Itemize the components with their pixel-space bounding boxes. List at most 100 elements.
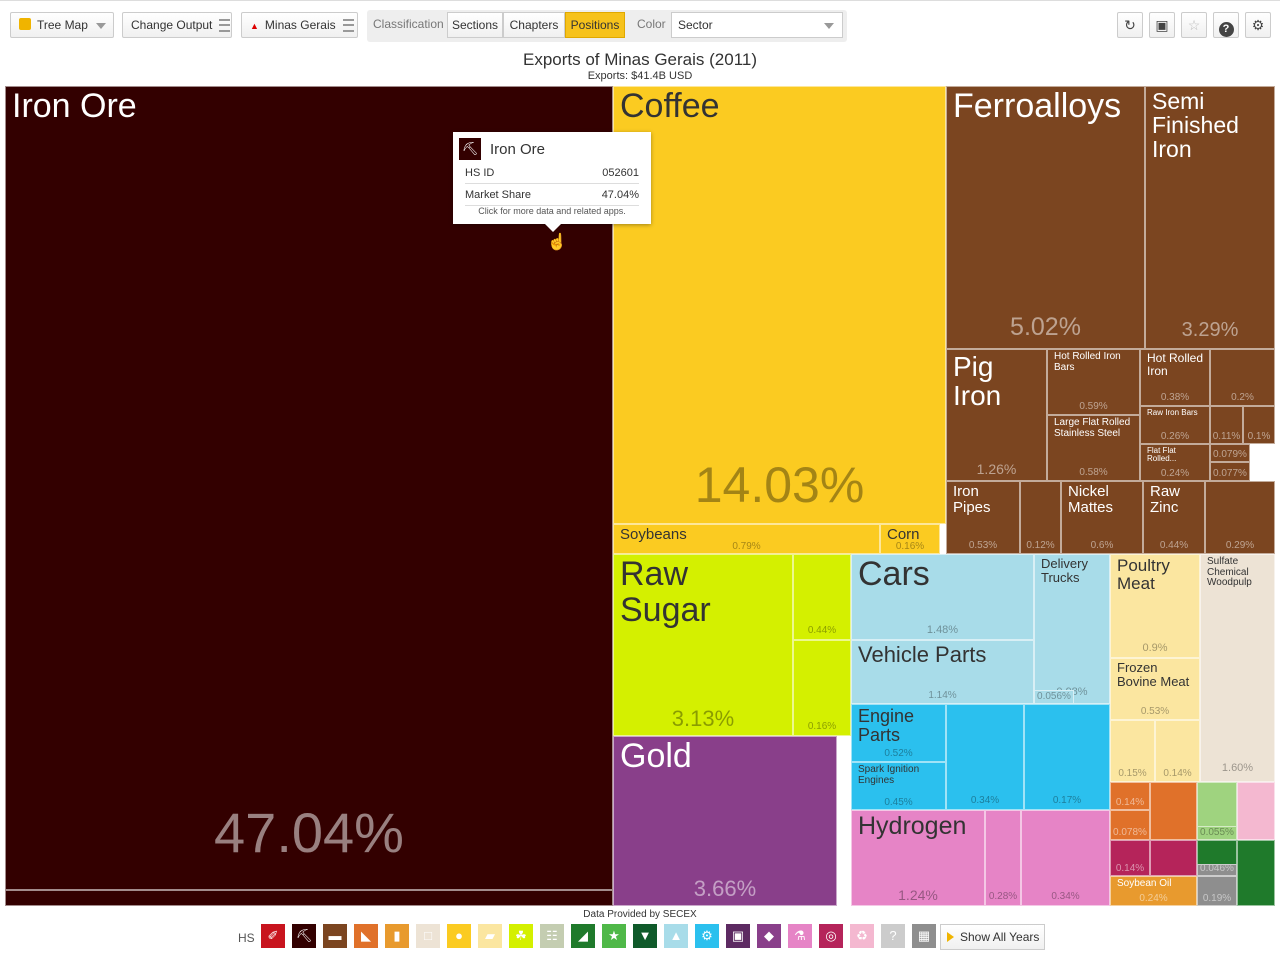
treemap-cell-gold[interactable]: Gold 3.66%	[613, 736, 837, 906]
treemap-cell-meat-small-1[interactable]: 0.15%	[1110, 720, 1155, 782]
color-select[interactable]: Sector	[671, 12, 843, 38]
treemap-cell-share: 0.44%	[1159, 540, 1189, 551]
change-output-button[interactable]: Change Output	[122, 12, 232, 38]
treemap-cell-orange-small-2[interactable]: 0.078%	[1110, 810, 1150, 840]
treemap-cell-small[interactable]	[1237, 840, 1275, 906]
treemap-cell-small[interactable]	[5, 890, 613, 906]
treemap-cell-small[interactable]	[1150, 782, 1197, 840]
treemap-cell-green-small-2[interactable]: 0.055%	[1197, 826, 1237, 840]
sector-stone-button[interactable]: ☷	[540, 924, 564, 948]
treemap-cell-brown-small-3[interactable]: 0.1%	[1243, 406, 1275, 444]
sector-machine-button[interactable]: ⚙	[695, 924, 719, 948]
treemap-cell-brown-small-2[interactable]: 0.11%	[1210, 406, 1243, 444]
treemap-cell-delivery-trucks[interactable]: Delivery Trucks0.98%	[1034, 554, 1110, 704]
treemap-cell-raw-iron-bars[interactable]: Raw Iron Bars 0.26%	[1140, 406, 1210, 444]
treemap-cell-gray-small-1[interactable]: 0.046%	[1197, 864, 1237, 876]
treemap-cell-chem-small-1[interactable]: 0.28%	[985, 810, 1021, 906]
treemap-cell-soybean-oil[interactable]: Soybean Oil 0.24%	[1110, 876, 1197, 906]
sector-bottle-button[interactable]: ▮	[385, 924, 409, 948]
treemap-cell-cars[interactable]: Cars 1.48%	[851, 554, 1034, 640]
treemap-cell-pig-iron[interactable]: Pig Iron 1.26%	[946, 349, 1047, 481]
sector-plant-button[interactable]: ☘	[509, 924, 533, 948]
sector-footwear-button[interactable]: ◢	[571, 924, 595, 948]
treemap-cell-vehicle-parts[interactable]: Vehicle Parts 1.14%	[851, 640, 1034, 704]
sector-flask-button[interactable]: ⚗	[788, 924, 812, 948]
save-button[interactable]: ▣	[1149, 12, 1175, 38]
sector-textile-button[interactable]: ▼	[633, 924, 657, 948]
show-all-years-button[interactable]: Show All Years	[940, 924, 1045, 950]
location-button[interactable]: ▲ Minas Gerais	[241, 12, 358, 38]
sector-frame-button[interactable]: ▣	[726, 924, 750, 948]
sector-cattle-button[interactable]: ◣	[354, 924, 378, 948]
sector-star-button[interactable]: ★	[602, 924, 626, 948]
tab-chapters[interactable]: Chapters	[503, 12, 565, 38]
sector-hide-button[interactable]: ✐	[261, 924, 285, 948]
classification-label: Classification	[373, 17, 444, 31]
treemap-cell-corn[interactable]: Corn 0.16%	[880, 524, 940, 554]
treemap-cell-nickel-mattes[interactable]: Nickel Mattes 0.6%	[1061, 481, 1143, 554]
sector-unknown-button[interactable]: ?	[881, 924, 905, 948]
treemap-cell-small[interactable]	[1237, 782, 1275, 840]
treemap-cell-flat-flat-rolled[interactable]: Flat Flat Rolled... 0.24%	[1140, 444, 1210, 481]
sector-recycle-button[interactable]: ♻	[850, 924, 874, 948]
treemap-cell-brown-small-4[interactable]: 0.079%	[1210, 444, 1250, 462]
treemap-cell-sulfate-chemical-woodpulp[interactable]: Sulfate Chemical Woodpulp 1.60%	[1200, 554, 1275, 782]
treemap-cell-soybeans[interactable]: Soybeans 0.79%	[613, 524, 880, 554]
flag-icon: ▲	[250, 21, 259, 31]
sector-anvil-button[interactable]: ▬	[323, 924, 347, 948]
treemap-cell-sugar-small-1[interactable]: 0.44%	[793, 554, 851, 640]
treemap-cell-gray-small-2[interactable]: 0.19%	[1197, 876, 1237, 906]
treemap-cell-semi-finished-iron[interactable]: Semi Finished Iron 3.29%	[1145, 86, 1275, 349]
treemap-cell-machinery-small-1[interactable]: 0.34%	[946, 704, 1024, 810]
treemap-cell-meat-small-2[interactable]: 0.14%	[1155, 720, 1200, 782]
treemap-cell-orange-small-1[interactable]: 0.14%	[1110, 782, 1150, 810]
treemap-cell-hydrogen[interactable]: Hydrogen 1.24%	[851, 810, 985, 906]
sector-paper-button[interactable]: □	[416, 924, 440, 948]
treemap-cell-engine-parts[interactable]: Engine Parts 0.52%	[851, 704, 946, 762]
treemap-cell-label: Iron Ore	[12, 87, 137, 125]
tab-positions[interactable]: Positions	[565, 12, 625, 38]
treemap-cell-share: 0.28%	[988, 891, 1018, 902]
sector-box-button[interactable]: ▦	[912, 924, 936, 948]
treemap-cell-ferroalloys[interactable]: Ferroalloys 5.02%	[946, 86, 1145, 349]
refresh-button[interactable]: ↻	[1117, 12, 1143, 38]
treemap-cell-small[interactable]	[1150, 840, 1197, 876]
treemap-cell-magenta-small-1[interactable]: 0.14%	[1110, 840, 1150, 876]
instrument-icon: ◎	[825, 928, 837, 943]
sector-animal-button[interactable]: ▰	[478, 924, 502, 948]
mining-icon: ⛏	[459, 138, 481, 160]
treemap-cell-hot-rolled-iron-bars[interactable]: Hot Rolled Iron Bars 0.59%	[1047, 349, 1140, 415]
treemap-cell-chem-small-2[interactable]: 0.34%	[1021, 810, 1110, 906]
treemap-cell-vehicle-small-1[interactable]: 0.056%	[1034, 690, 1074, 704]
treemap-cell-hot-rolled-iron[interactable]: Hot Rolled Iron 0.38%	[1140, 349, 1210, 406]
treemap-cell-frozen-bovine-meat[interactable]: Frozen Bovine Meat 0.53%	[1110, 658, 1200, 720]
viz-type-dropdown[interactable]: Tree Map	[10, 12, 114, 38]
tooltip-row-value: 052601	[602, 167, 639, 179]
treemap-cell-raw-sugar[interactable]: Raw Sugar 3.13%	[613, 554, 793, 736]
sector-mining-button[interactable]: ⛏	[292, 924, 316, 948]
treemap-cell-share: 1.60%	[1221, 762, 1254, 774]
treemap-cell-brown-small-1[interactable]: 0.2%	[1210, 349, 1275, 406]
treemap-cell-sugar-small-2[interactable]: 0.16%	[793, 640, 851, 736]
treemap-cell-brown-small-5[interactable]: 0.077%	[1210, 462, 1250, 481]
treemap-cell-large-flat-rolled-stainless-steel[interactable]: Large Flat Rolled Stainless Steel 0.58%	[1047, 415, 1140, 481]
sector-road-button[interactable]: ▲	[664, 924, 688, 948]
treemap-cell-machinery-small-2[interactable]: 0.17%	[1024, 704, 1110, 810]
settings-button[interactable]: ⚙	[1245, 12, 1271, 38]
treemap-cell-raw-zinc[interactable]: Raw Zinc 0.44%	[1143, 481, 1205, 554]
treemap-cell-poultry-meat[interactable]: Poultry Meat 0.9%	[1110, 554, 1200, 658]
treemap-cell-label: Semi Finished Iron	[1152, 88, 1239, 163]
treemap-cell-coffee[interactable]: Coffee 14.03%	[613, 86, 946, 524]
treemap-cell-iron-pipes[interactable]: Iron Pipes 0.53%	[946, 481, 1020, 554]
sector-gem-button[interactable]: ◆	[757, 924, 781, 948]
treemap-cell-brown-small-7[interactable]: 0.29%	[1205, 481, 1275, 554]
treemap: Iron Ore 47.04% Coffee 14.03% Soybeans 0.79% C…	[5, 86, 1275, 906]
treemap-cell-spark-ignition-engines[interactable]: Spark Ignition Engines 0.45%	[851, 762, 946, 810]
favorite-button[interactable]: ☆	[1181, 12, 1207, 38]
sector-instrument-button[interactable]: ◎	[819, 924, 843, 948]
tab-sections[interactable]: Sections	[447, 12, 503, 38]
treemap-cell-brown-small-6[interactable]: 0.12%	[1020, 481, 1061, 554]
help-button[interactable]: ?	[1213, 12, 1239, 38]
play-icon	[947, 932, 954, 942]
sector-fruit-button[interactable]: ●	[447, 924, 471, 948]
